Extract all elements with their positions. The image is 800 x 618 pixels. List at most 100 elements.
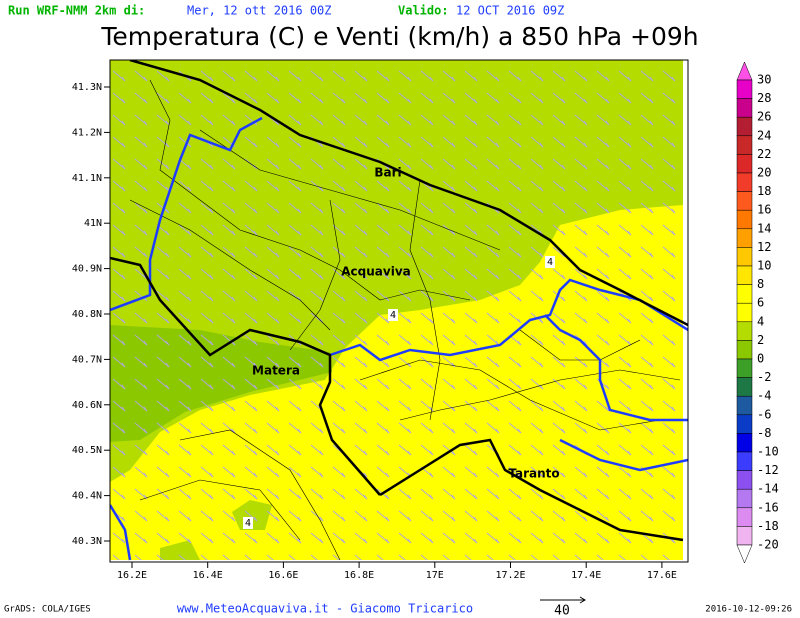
colorbar-segment: [736, 526, 753, 546]
colorbar-label: 12: [757, 240, 771, 254]
lon-label: 17E: [426, 570, 444, 581]
run-label: Run WRF-NMM 2km di:: [8, 4, 145, 18]
colorbar-segment: [736, 377, 753, 397]
lat-label: 40.9N: [72, 264, 102, 275]
colorbar-segment: [736, 228, 753, 248]
regional-borders: [110, 116, 688, 561]
colorbar-label: 18: [757, 184, 771, 198]
colorbar-label: 22: [757, 147, 771, 161]
colorbar-segment: [736, 451, 753, 471]
lat-label: 41N: [84, 218, 102, 229]
valid-date: 12 OCT 2016 09Z: [456, 4, 564, 18]
colorbar-label: -14: [757, 482, 779, 496]
colorbar-label: -16: [757, 500, 779, 514]
lat-label: 41.1N: [72, 173, 102, 184]
colorbar-bottom: [736, 544, 753, 564]
colorbar-segment: [736, 116, 753, 137]
colorbar-label: -20: [757, 538, 779, 552]
wind-scale-label: 40: [554, 604, 570, 618]
lat-label: 40.7N: [72, 354, 102, 365]
lon-label: 17.4E: [571, 570, 601, 581]
colorbar-segment: [736, 135, 753, 155]
municipal-borders: [129, 79, 681, 561]
colorbar-segment: [736, 470, 753, 490]
colorbar-segment: [736, 191, 753, 211]
title: Temperatura (C) e Venti (km/h) a 850 hPa…: [100, 22, 698, 51]
colorbar-segment: [736, 414, 753, 434]
colorbar-segment: [736, 340, 753, 360]
colorbar-segment: [736, 209, 753, 230]
colorbar-segment: [736, 172, 753, 192]
contour-label: 4: [547, 257, 553, 268]
colorbar-segment: [736, 265, 753, 285]
colorbar-label: 16: [757, 203, 771, 217]
lat-label: 41.2N: [72, 127, 102, 138]
lon-label: 17.6E: [647, 570, 677, 581]
colorbar-label: -12: [757, 463, 779, 477]
timestamp: 2016-10-12-09:26: [705, 605, 792, 615]
lon-label: 17.2E: [495, 570, 525, 581]
city-label: Bari: [374, 166, 401, 180]
city-label: Acquaviva: [341, 265, 411, 279]
colorbar-label: 26: [757, 110, 771, 124]
colorbar-label: 10: [757, 259, 771, 273]
contour-label: 4: [245, 518, 251, 529]
axes: 41.3N 41.2N 41.1N 41N 40.9N 40.8N 40.7N 40.6N 40…: [72, 82, 677, 581]
colorbar: 302826242220181614121086420-2-4-6-8-10-1…: [736, 61, 779, 564]
colorbar-label: 6: [757, 296, 764, 310]
lat-label: 40.4N: [72, 491, 102, 502]
map-area: [110, 60, 688, 562]
colorbar-label: -18: [757, 519, 779, 533]
software-credit: GrADS: COLA/IGES: [4, 605, 91, 615]
contour-labels: 4 4 4: [243, 256, 555, 529]
colorbar-label: -8: [757, 426, 771, 440]
colorbar-segment: [736, 507, 753, 527]
lat-label: 40.8N: [72, 309, 102, 320]
colorbar-label: 24: [757, 128, 771, 142]
colorbar-segment: [736, 395, 753, 416]
colorbar-label: 0: [757, 352, 764, 366]
map-frame: [109, 59, 689, 563]
colorbar-label: -2: [757, 370, 771, 384]
lon-label: 16.4E: [193, 570, 223, 581]
run-date: Mer, 12 ott 2016 00Z: [187, 4, 332, 18]
colorbar-segment: [736, 433, 753, 453]
colorbar-segment: [736, 358, 753, 378]
colorbar-label: 2: [757, 333, 764, 347]
wind-scale-arrowhead: [579, 596, 586, 604]
lat-label: 40.6N: [72, 400, 102, 411]
lon-label: 16.2E: [117, 570, 147, 581]
colorbar-segment: [736, 284, 753, 304]
lat-label: 40.5N: [72, 445, 102, 456]
contour-label-box: [388, 309, 398, 321]
colorbar-top: [736, 61, 753, 81]
colorbar-segment: [736, 247, 753, 267]
colorbar-segment: [736, 321, 753, 341]
contour-label-box: [545, 256, 555, 268]
site-credit: www.MeteoAcquaviva.it - Giacomo Tricaric…: [177, 602, 473, 616]
colorbar-label: 28: [757, 91, 771, 105]
colorbar-label: 14: [757, 221, 771, 235]
colorbar-segment: [736, 488, 753, 509]
valid-label: Valido:: [398, 4, 449, 18]
coastline: [110, 60, 688, 542]
city-label: Taranto: [508, 467, 559, 481]
lon-label: 16.8E: [344, 570, 374, 581]
colorbar-label: 8: [757, 277, 764, 291]
colorbar-label: -6: [757, 407, 771, 421]
colorbar-segment: [736, 98, 753, 118]
colorbar-segment: [736, 302, 753, 323]
colorbar-segment: [736, 79, 753, 99]
colorbar-label: 20: [757, 166, 771, 180]
lon-label: 16.6E: [268, 570, 298, 581]
lat-label: 41.3N: [72, 82, 102, 93]
contour-label-box: [243, 517, 253, 529]
colorbar-label: -4: [757, 389, 771, 403]
lat-label: 40.3N: [72, 536, 102, 547]
colorbar-label: 4: [757, 314, 764, 328]
city-label: Matera: [252, 364, 300, 378]
colorbar-label: 30: [757, 73, 771, 87]
colorbar-segment: [736, 154, 753, 174]
contour-label: 4: [390, 310, 396, 321]
